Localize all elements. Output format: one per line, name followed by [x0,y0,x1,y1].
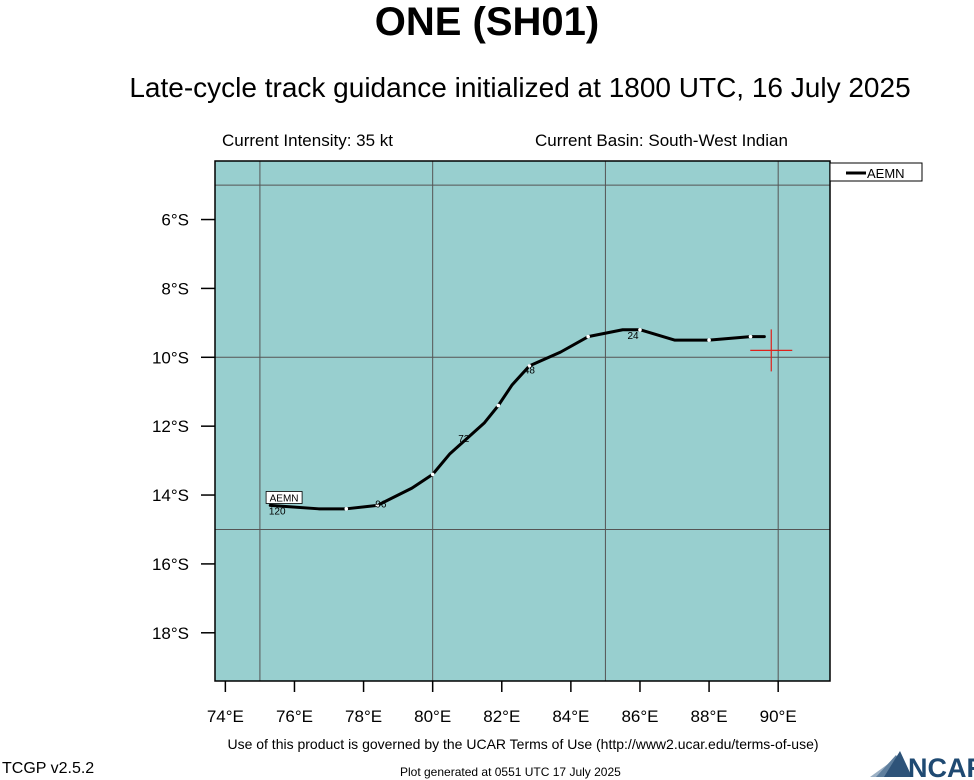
current-basin: Current Basin: South-West Indian [535,131,788,150]
y-tick-label: 16°S [152,555,189,574]
ncar-logo-text: NCAR [908,753,974,780]
x-tick-label: 90°E [760,707,797,726]
track-point [430,472,435,477]
chart-subtitle: Late-cycle track guidance initialized at… [129,72,911,103]
forecast-hour-label: 24 [627,331,639,342]
chart-title: ONE (SH01) [374,0,600,44]
x-axis: 74°E 76°E 78°E 80°E 82°E 84°E 86°E 88°E 90°E [207,681,797,726]
track-point [638,327,642,332]
track-point [496,403,501,408]
forecast-hour-label: 120 [269,507,286,518]
legend[interactable]: AEMN [829,162,923,182]
y-tick-label: 18°S [152,624,189,643]
grid-lines [215,161,830,681]
forecast-hour-label: 72 [458,434,470,445]
y-tick-label: 14°S [152,486,189,505]
track-end-label-box [265,491,303,504]
current-intensity: Current Intensity: 35 kt [222,131,394,150]
track-point [586,334,590,339]
x-tick-label: 82°E [483,707,520,726]
track-series: 24 48 72 96 120 AEMN [265,327,766,518]
y-tick-label: 12°S [152,417,189,436]
y-axis: 6°S 8°S 10°S 12°S 14°S 16°S 18°S [152,211,215,643]
ncar-logo: NCAR [870,751,974,780]
track-point [748,334,753,339]
track-point [375,503,380,508]
ocean-background [215,161,830,681]
y-tick-label: 8°S [161,279,189,298]
version-label: TCGP v2.5.2 [2,760,95,777]
legend-label-aemn[interactable]: AEMN [867,166,905,181]
track-point [527,364,532,368]
y-tick-label: 10°S [152,348,189,367]
generated-timestamp: Plot generated at 0551 UTC 17 July 2025 [400,765,621,779]
x-tick-label: 86°E [621,707,658,726]
x-tick-label: 78°E [345,707,382,726]
x-tick-label: 88°E [691,707,728,726]
current-position-marker [750,329,793,372]
track-point [707,338,711,342]
legend-box [829,162,923,182]
x-tick-label: 74°E [207,707,244,726]
x-tick-label: 80°E [414,707,451,726]
x-tick-label: 84°E [552,707,589,726]
track-end-label: AEMN [270,493,299,504]
plot-frame [214,160,831,682]
y-tick-label: 6°S [161,211,189,230]
track-point [344,507,349,511]
terms-of-use: Use of this product is governed by the U… [227,736,819,752]
x-tick-label: 76°E [276,707,313,726]
forecast-hour-label: 48 [524,365,536,376]
forecast-hour-label: 96 [375,500,387,511]
ncar-logo-icon [870,751,912,777]
